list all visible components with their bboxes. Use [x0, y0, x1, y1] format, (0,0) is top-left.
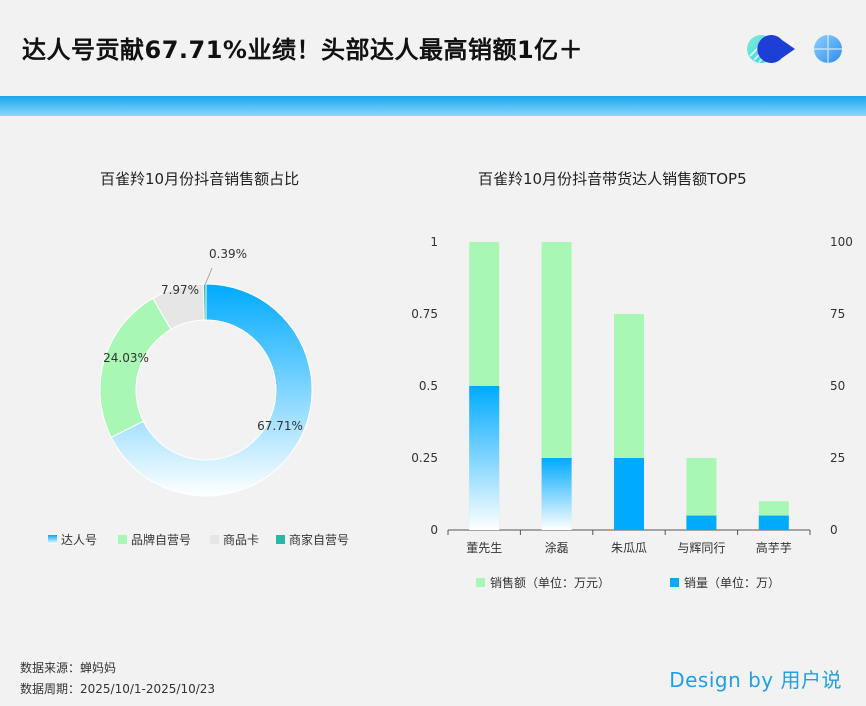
legend-label: 销售额（单位：万元）	[490, 575, 610, 590]
bar-quantity	[541, 458, 572, 530]
legend-swatch	[476, 578, 485, 587]
legend-swatch	[210, 535, 219, 544]
pie-value-label: 0.39%	[209, 247, 247, 261]
y-left-tick-label: 0.5	[419, 379, 438, 393]
y-right-tick-label: 50	[830, 379, 845, 393]
y-right-tick-label: 25	[830, 451, 845, 465]
y-right-tick-label: 100	[830, 235, 853, 249]
legend-label: 达人号	[61, 533, 97, 547]
data-period-note: 数据周期：2025/10/1-2025/10/23	[20, 682, 216, 696]
legend-swatch	[118, 535, 127, 544]
x-tick-label: 董先生	[466, 541, 502, 555]
bar-quantity	[614, 458, 644, 530]
legend-label: 商品卡	[223, 532, 259, 547]
pie-chart-title: 百雀羚10月份抖音销售额占比	[100, 170, 300, 188]
pie-slice	[99, 297, 172, 438]
y-left-tick-label: 1	[430, 235, 438, 249]
pie-slice	[110, 283, 313, 497]
y-right-tick-label: 0	[830, 523, 838, 537]
design-brand: Design by 用户说	[669, 668, 842, 692]
legend-swatch	[276, 535, 285, 544]
pie-value-label: 67.71%	[257, 419, 303, 433]
x-tick-label: 涂磊	[545, 540, 569, 555]
bar-quantity	[469, 386, 500, 530]
y-left-tick-label: 0	[430, 523, 438, 537]
legend-swatch	[48, 535, 57, 544]
bar-quantity	[686, 515, 717, 530]
pie-leader-line	[204, 267, 213, 286]
bar-chart-title: 百雀羚10月份抖音带货达人销售额TOP5	[478, 170, 747, 188]
brand-logo-icon	[747, 35, 842, 64]
pie-value-label: 7.97%	[161, 283, 199, 297]
legend-label: 商家自营号	[289, 532, 349, 547]
page-title: 达人号贡献67.71%业绩！头部达人最高销额1亿＋	[22, 36, 584, 64]
data-source-note: 数据来源：蝉妈妈	[20, 661, 117, 675]
x-tick-label: 高芋芋	[756, 540, 792, 555]
legend-label: 销量（单位：万）	[684, 575, 780, 590]
legend-label: 品牌自营号	[131, 533, 191, 547]
header: 达人号贡献67.71%业绩！头部达人最高销额1亿＋	[0, 0, 866, 96]
pie-chart: 67.71% 24.03% 7.97% 0.39% 达人号 品牌自营号 商品卡 商家自营号	[48, 247, 349, 547]
bar-chart: 0 0.25 0.5 0.75 1 0 25 50 75 100 董先生 涂磊 朱瓜瓜 与辉同行 高芋芋销售…	[411, 235, 853, 590]
bar-quantity	[758, 515, 789, 530]
x-tick-label: 与辉同行	[677, 541, 725, 555]
legend-swatch	[670, 578, 679, 587]
y-left-tick-label: 0.25	[411, 451, 438, 465]
pie-slice	[202, 283, 207, 321]
x-tick-label: 朱瓜瓜	[611, 541, 647, 555]
y-right-tick-label: 75	[830, 307, 845, 321]
y-left-tick-label: 0.75	[411, 307, 438, 321]
header-accent-strip	[0, 96, 866, 116]
pie-value-label: 24.03%	[103, 351, 149, 365]
